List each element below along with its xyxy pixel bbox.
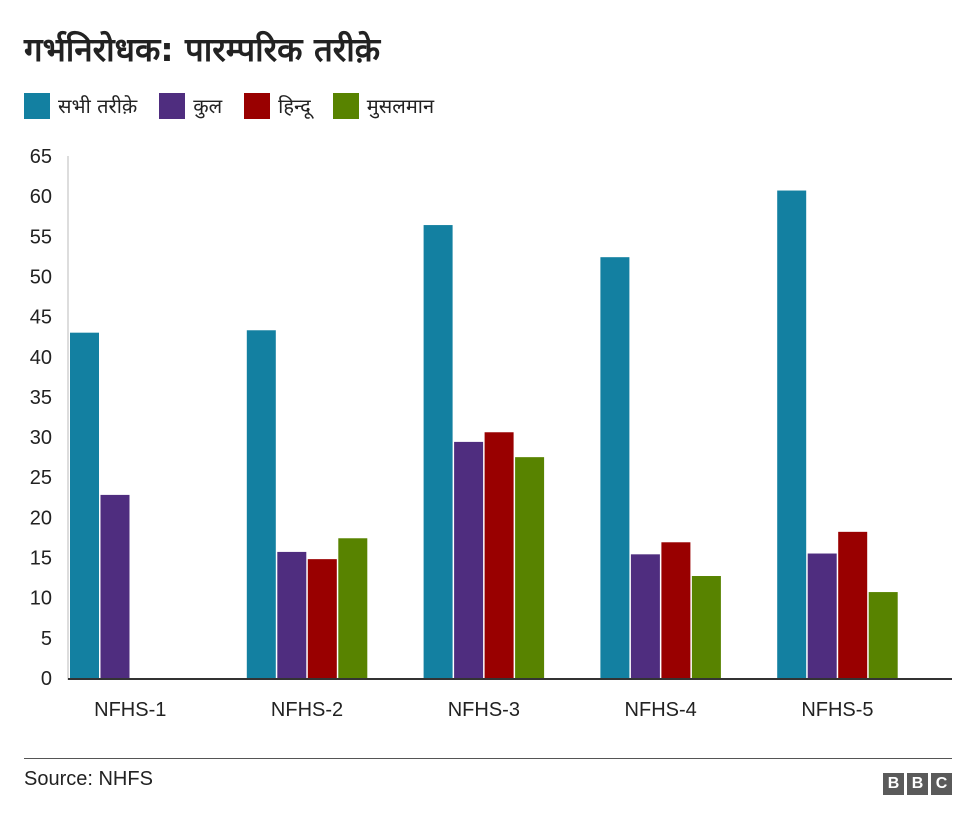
bar-chart: 0 5 10 15 20 25 30 35 40 45 50 55 60 65 NFHS-1 NFHS-2 NF… bbox=[30, 146, 952, 721]
y-tick-label: 0 bbox=[41, 668, 52, 690]
bar bbox=[423, 225, 453, 678]
bbc-logo: B B C bbox=[880, 773, 952, 795]
legend-swatch-muslim bbox=[332, 92, 359, 119]
legend-swatch-all-methods bbox=[24, 92, 50, 119]
source-note: Source: NHFS bbox=[24, 768, 153, 790]
bar bbox=[484, 432, 514, 678]
legend-label-muslim: मुसलमान bbox=[366, 94, 435, 118]
bar bbox=[630, 554, 660, 678]
x-tick-label: NFHS-2 bbox=[271, 699, 343, 721]
y-tick-label: 40 bbox=[30, 347, 52, 369]
bar bbox=[807, 553, 837, 678]
bar bbox=[515, 457, 545, 678]
bar bbox=[777, 190, 807, 679]
legend-item-hindu: हिन्दू bbox=[244, 92, 311, 119]
bar bbox=[338, 538, 368, 678]
footer-divider bbox=[24, 758, 952, 759]
legend-item-total: कुल bbox=[159, 92, 222, 119]
chart-legend: सभी तरीक़े कुल हिन्दू मुसलमान bbox=[24, 92, 456, 119]
legend-item-all-methods: सभी तरीक़े bbox=[24, 92, 137, 119]
legend-label-total: कुल bbox=[193, 94, 223, 118]
bar bbox=[838, 531, 868, 678]
chart-title: गर्भनिरोधक: पारम्परिक तरीक़े bbox=[24, 30, 381, 69]
y-tick-label: 35 bbox=[30, 387, 52, 409]
y-tick-label: 50 bbox=[30, 266, 52, 288]
x-tick-label: NFHS-1 bbox=[94, 699, 166, 721]
bar bbox=[691, 576, 721, 678]
legend-label-hindu: हिन्दू bbox=[278, 94, 311, 118]
legend-item-muslim: मुसलमान bbox=[332, 92, 435, 119]
bar bbox=[277, 551, 307, 678]
y-tick-label: 45 bbox=[30, 307, 52, 329]
logo-letter: C bbox=[931, 773, 952, 795]
bar bbox=[661, 542, 691, 678]
legend-swatch-hindu bbox=[244, 92, 271, 119]
bar bbox=[454, 441, 484, 678]
y-tick-label: 55 bbox=[30, 226, 52, 248]
x-tick-label: NFHS-5 bbox=[801, 699, 873, 721]
y-tick-label: 20 bbox=[30, 507, 52, 529]
legend-label-all-methods: सभी तरीक़े bbox=[58, 94, 138, 118]
logo-letter: B bbox=[907, 773, 928, 795]
y-tick-label: 60 bbox=[30, 186, 52, 208]
y-tick-label: 25 bbox=[30, 467, 52, 489]
bar bbox=[70, 332, 99, 678]
x-tick-label: NFHS-3 bbox=[448, 699, 520, 721]
y-tick-label: 10 bbox=[30, 588, 52, 610]
logo-letter: B bbox=[883, 773, 904, 795]
bar bbox=[246, 330, 276, 678]
x-tick-label: NFHS-4 bbox=[625, 699, 697, 721]
y-tick-label: 65 bbox=[30, 146, 52, 168]
bar bbox=[100, 494, 130, 678]
legend-swatch-total bbox=[159, 92, 186, 119]
y-tick-label: 5 bbox=[41, 628, 52, 650]
y-tick-label: 30 bbox=[30, 427, 52, 449]
bar bbox=[600, 257, 630, 678]
bar bbox=[868, 592, 898, 678]
y-tick-label: 15 bbox=[30, 548, 52, 570]
bar bbox=[307, 559, 337, 678]
